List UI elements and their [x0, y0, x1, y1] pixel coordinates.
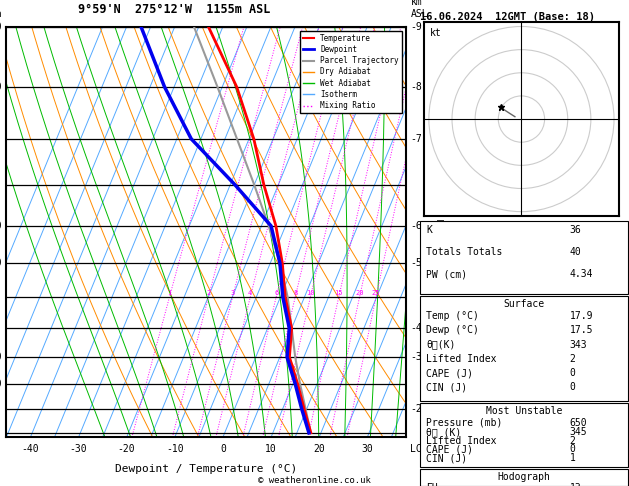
Text: Most Unstable: Most Unstable — [486, 406, 562, 417]
Text: 400: 400 — [0, 134, 1, 144]
Text: 30: 30 — [361, 444, 373, 453]
Text: -4: -4 — [411, 323, 422, 333]
Text: 20: 20 — [313, 444, 325, 453]
Text: hPa: hPa — [0, 9, 1, 18]
Text: 500: 500 — [0, 221, 1, 231]
Text: 17.9: 17.9 — [570, 311, 593, 321]
Text: 4.34: 4.34 — [570, 269, 593, 279]
Text: -40: -40 — [21, 444, 39, 453]
Text: CIN (J): CIN (J) — [426, 382, 467, 392]
Text: 350: 350 — [0, 82, 1, 92]
Text: 40: 40 — [570, 247, 581, 257]
Text: 343: 343 — [570, 340, 587, 349]
Text: θᴄ (K): θᴄ (K) — [426, 427, 462, 437]
Text: 0: 0 — [570, 382, 576, 392]
Text: 4: 4 — [248, 290, 252, 296]
Text: Lifted Index: Lifted Index — [426, 435, 497, 446]
Text: CAPE (J): CAPE (J) — [426, 368, 474, 378]
Text: 2: 2 — [570, 354, 576, 364]
Text: LCL: LCL — [411, 444, 428, 453]
Text: 15: 15 — [335, 290, 343, 296]
Text: θᴄ(K): θᴄ(K) — [426, 340, 456, 349]
Text: Lifted Index: Lifted Index — [426, 354, 497, 364]
Text: 600: 600 — [0, 292, 1, 302]
Text: 0: 0 — [570, 445, 576, 454]
Text: 8: 8 — [293, 290, 298, 296]
Text: © weatheronline.co.uk: © weatheronline.co.uk — [258, 476, 371, 485]
Text: CIN (J): CIN (J) — [426, 453, 467, 463]
Text: 800: 800 — [0, 404, 1, 414]
Text: 550: 550 — [0, 258, 1, 268]
Text: PW (cm): PW (cm) — [426, 269, 467, 279]
Text: -30: -30 — [70, 444, 87, 453]
Legend: Temperature, Dewpoint, Parcel Trajectory, Dry Adiabat, Wet Adiabat, Isotherm, Mi: Temperature, Dewpoint, Parcel Trajectory… — [299, 31, 402, 113]
Text: -10: -10 — [166, 444, 184, 453]
Text: 1: 1 — [570, 453, 576, 463]
Text: 10: 10 — [265, 444, 277, 453]
Text: 2: 2 — [206, 290, 211, 296]
Text: 25: 25 — [372, 290, 381, 296]
Text: 0: 0 — [570, 368, 576, 378]
Text: Pressure (mb): Pressure (mb) — [426, 418, 503, 428]
Text: 750: 750 — [0, 379, 1, 389]
Text: kt: kt — [430, 28, 442, 38]
Text: 1: 1 — [167, 290, 172, 296]
Text: Mixing Ratio (g/kg): Mixing Ratio (g/kg) — [433, 181, 443, 283]
Text: 16.06.2024  12GMT (Base: 18): 16.06.2024 12GMT (Base: 18) — [420, 12, 595, 22]
Text: km
ASL: km ASL — [411, 0, 428, 18]
Text: Totals Totals: Totals Totals — [426, 247, 503, 257]
Text: 10: 10 — [306, 290, 314, 296]
Text: 20: 20 — [355, 290, 364, 296]
Text: 3: 3 — [230, 290, 235, 296]
Text: -3: -3 — [411, 352, 422, 362]
Text: -7: -7 — [411, 134, 422, 144]
Text: -9: -9 — [411, 22, 422, 32]
Text: -5: -5 — [411, 258, 422, 268]
Text: 300: 300 — [0, 22, 1, 32]
Text: -8: -8 — [411, 82, 422, 92]
Text: Temp (°C): Temp (°C) — [426, 311, 479, 321]
Text: 700: 700 — [0, 352, 1, 362]
Text: 450: 450 — [0, 180, 1, 190]
Text: 650: 650 — [570, 418, 587, 428]
Text: 850: 850 — [0, 428, 1, 438]
Text: Surface: Surface — [503, 299, 545, 310]
Text: CAPE (J): CAPE (J) — [426, 445, 474, 454]
Text: 2: 2 — [570, 435, 576, 446]
Text: 650: 650 — [0, 323, 1, 333]
Text: 0: 0 — [220, 444, 226, 453]
Text: 6: 6 — [274, 290, 278, 296]
Text: 36: 36 — [570, 225, 581, 235]
Text: -6: -6 — [411, 221, 422, 231]
Text: EH: EH — [426, 483, 438, 486]
Text: -2: -2 — [411, 404, 422, 414]
Text: 17.5: 17.5 — [570, 325, 593, 335]
Text: -20: -20 — [118, 444, 135, 453]
Text: Dewpoint / Temperature (°C): Dewpoint / Temperature (°C) — [115, 464, 297, 474]
Text: Dewp (°C): Dewp (°C) — [426, 325, 479, 335]
Text: Hodograph: Hodograph — [498, 472, 550, 482]
Text: K: K — [426, 225, 432, 235]
Text: 345: 345 — [570, 427, 587, 437]
Text: 13: 13 — [570, 483, 581, 486]
Text: 9°59'N  275°12'W  1155m ASL: 9°59'N 275°12'W 1155m ASL — [78, 3, 270, 17]
